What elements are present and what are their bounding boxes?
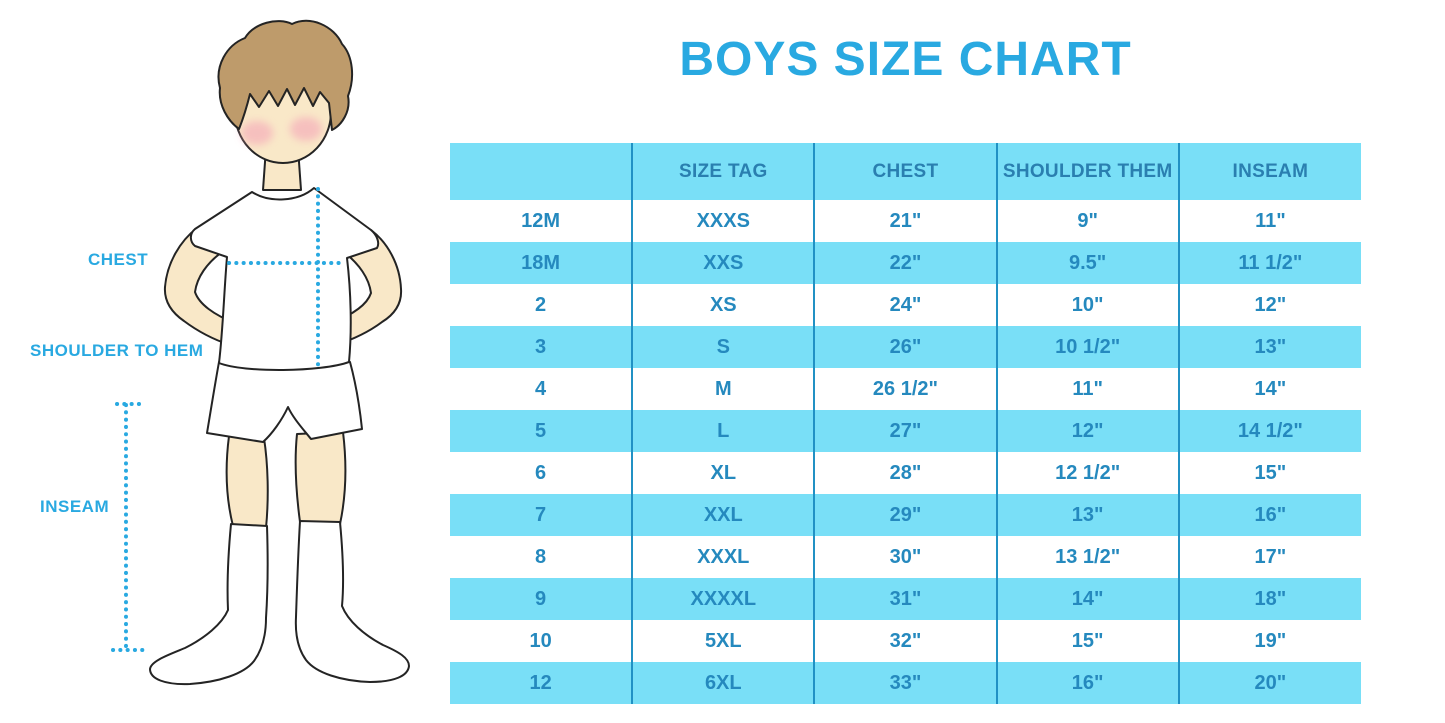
header-cell-0 — [450, 143, 634, 200]
header-row: SIZE TAG CHEST SHOULDER THEM INSEAM — [450, 143, 1361, 200]
size-cell: 28" — [814, 452, 998, 494]
size-cell: XXS — [632, 242, 816, 284]
size-cell: 9.5" — [996, 242, 1180, 284]
boy-left-arm — [163, 227, 236, 346]
size-cell: 26" — [814, 326, 998, 368]
table-row: 5 L 27" 12" 14 1/2" — [450, 410, 1361, 452]
size-cell: 6 — [450, 452, 634, 494]
table-row: 3 S 26" 10 1/2" 13" — [450, 326, 1361, 368]
header-cell-2: CHEST — [814, 143, 998, 200]
header-cell-1: SIZE TAG — [632, 143, 816, 200]
boy-right-sock — [294, 520, 410, 683]
size-cell: 21" — [814, 200, 998, 242]
size-cell: 12M — [450, 200, 634, 242]
size-cell: 18M — [450, 242, 634, 284]
size-cell: 19" — [1254, 629, 1287, 652]
size-cell: XXXXL — [632, 578, 816, 620]
size-cell: 27" — [814, 410, 998, 452]
size-table: SIZE TAG CHEST SHOULDER THEM INSEAM 12M XXXS… — [450, 143, 1361, 704]
boy-tshirt — [189, 187, 380, 371]
table-row: 12 6XL 33" 16" 20" — [450, 662, 1361, 704]
size-cell: 8 — [450, 536, 634, 578]
size-cell: 11" — [1255, 209, 1286, 232]
size-cell: 10 — [450, 620, 634, 662]
boy-hair — [217, 19, 354, 131]
boy-figure-illustration — [111, 19, 410, 686]
header-cell-3: SHOULDER THEM — [996, 143, 1180, 200]
table-row: 18M XXS 22" 9.5" 11 1/2" — [450, 242, 1361, 284]
size-cell: 26 1/2" — [814, 368, 998, 410]
size-table-body: 12M XXXS 21" 9" 11" 18M XXS 22" 9.5" 11 1/2" 2 XS 24… — [450, 200, 1361, 704]
size-cell: 32" — [814, 620, 998, 662]
size-cell: 15" — [996, 620, 1180, 662]
inseam-label: INSEAM — [40, 497, 110, 516]
table-row: 6 XL 28" 12 1/2" 15" — [450, 452, 1361, 494]
size-cell: 6XL — [632, 662, 816, 704]
size-cell: 31" — [814, 578, 998, 620]
size-cell: 7 — [450, 494, 634, 536]
table-row: 7 XXL 29" 13" 16" — [450, 494, 1361, 536]
size-cell: 12" — [1254, 293, 1287, 316]
size-cell: 12 — [450, 662, 634, 704]
size-cell: 11" — [996, 368, 1180, 410]
size-cell: 12 1/2" — [996, 452, 1180, 494]
boy-right-leg — [294, 431, 347, 525]
size-cell: 18" — [1254, 587, 1287, 610]
size-cell: XXL — [632, 494, 816, 536]
size-cell: 9" — [996, 200, 1180, 242]
size-table-header: SIZE TAG CHEST SHOULDER THEM INSEAM — [450, 143, 1361, 200]
size-cell: 10" — [996, 284, 1180, 326]
size-cell: 10 1/2" — [996, 326, 1180, 368]
table-row: 9 XXXXL 31" 14" 18" — [450, 578, 1361, 620]
boy-right-cheek — [290, 117, 322, 141]
size-cell: 33" — [814, 662, 998, 704]
size-cell: XS — [632, 284, 816, 326]
size-cell: 11 1/2" — [1238, 251, 1303, 274]
size-cell: 16" — [1254, 503, 1287, 526]
size-cell: 9 — [450, 578, 634, 620]
size-cell: 17" — [1254, 545, 1287, 568]
size-cell: 4 — [450, 368, 634, 410]
boy-left-cheek — [241, 121, 273, 145]
boy-left-leg — [225, 435, 269, 529]
size-cell: 2 — [450, 284, 634, 326]
page-title: BOYS SIZE CHART — [679, 33, 1132, 86]
size-cell: 14" — [1254, 377, 1287, 400]
size-cell: 15" — [1254, 461, 1287, 484]
table-row: 10 5XL 32" 15" 19" — [450, 620, 1361, 662]
size-cell: M — [632, 368, 816, 410]
size-cell: 13 1/2" — [996, 536, 1180, 578]
boy-shorts — [206, 361, 363, 443]
size-cell: 13" — [996, 494, 1180, 536]
size-cell: 22" — [814, 242, 998, 284]
size-cell: 30" — [814, 536, 998, 578]
size-cell: 3 — [450, 326, 634, 368]
size-cell: 5XL — [632, 620, 816, 662]
size-cell: 13" — [1254, 335, 1287, 358]
table-row: 4 M 26 1/2" 11" 14" — [450, 368, 1361, 410]
table-row: 12M XXXS 21" 9" 11" — [450, 200, 1361, 242]
boy-left-sock — [149, 523, 269, 686]
size-cell: 14 1/2" — [1237, 419, 1303, 442]
chest-label: CHEST — [88, 250, 149, 269]
size-cell: 5 — [450, 410, 634, 452]
size-cell: XL — [632, 452, 816, 494]
size-cell: 14" — [996, 578, 1180, 620]
size-cell: 29" — [814, 494, 998, 536]
size-cell: S — [632, 326, 816, 368]
size-cell: 20" — [1254, 671, 1287, 694]
table-row: 8 XXXL 30" 13 1/2" 17" — [450, 536, 1361, 578]
size-cell: L — [632, 410, 816, 452]
size-cell: 16" — [996, 662, 1180, 704]
size-cell: 12" — [996, 410, 1180, 452]
header-cell-4: INSEAM — [1178, 143, 1361, 200]
table-row: 2 XS 24" 10" 12" — [450, 284, 1361, 326]
size-cell: XXXL — [632, 536, 816, 578]
size-cell: 24" — [814, 284, 998, 326]
shoulder-to-hem-label: SHOULDER TO HEM — [30, 341, 204, 360]
size-cell: XXXS — [632, 200, 816, 242]
